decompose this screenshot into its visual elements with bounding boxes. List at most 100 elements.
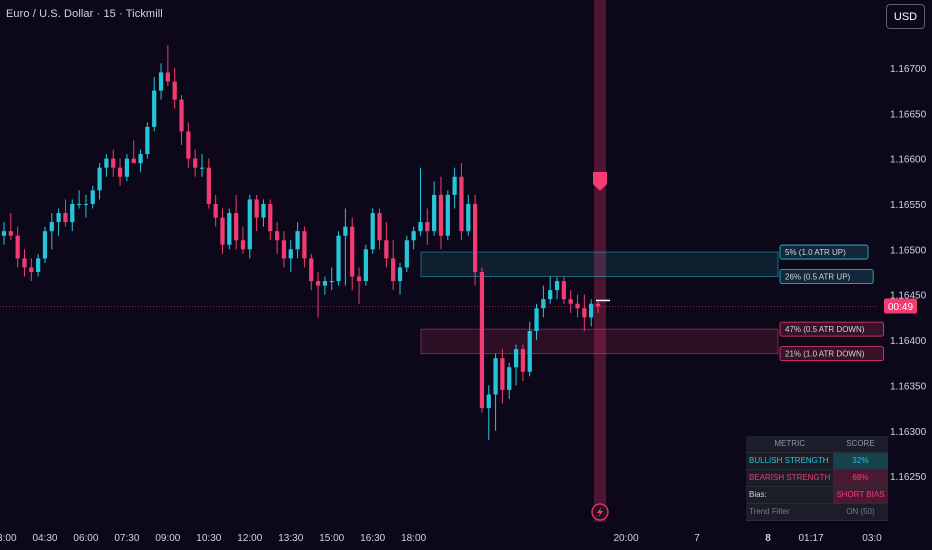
candle-body	[145, 126, 150, 155]
candle-body	[56, 213, 61, 223]
candle-body	[425, 222, 430, 232]
candle-body	[234, 213, 239, 241]
candle-body	[15, 235, 20, 259]
candle-body	[363, 249, 368, 282]
candle-body	[322, 281, 328, 286]
candle-body	[309, 258, 314, 282]
atr-label-box	[779, 346, 884, 362]
candle-body	[63, 213, 68, 223]
candle-body	[281, 240, 287, 259]
candle-body	[302, 231, 307, 259]
candle-body	[261, 203, 266, 218]
x-tick-label: 20:00	[613, 533, 638, 544]
candle-body	[377, 213, 382, 241]
candle-body	[459, 176, 464, 232]
y-tick-label: 1.16300	[890, 427, 927, 438]
candle-body	[500, 358, 505, 390]
candle-body	[104, 158, 109, 168]
candle-body	[131, 158, 136, 164]
candle-body	[1, 231, 7, 236]
candle-body	[582, 308, 587, 318]
candle-body	[138, 154, 143, 164]
x-tick-label: 7	[694, 533, 700, 544]
candle-body	[541, 299, 546, 309]
candle-body	[213, 203, 218, 218]
x-tick-label: 13:30	[278, 533, 303, 544]
x-tick-label: 18:00	[401, 533, 426, 544]
candle-body	[568, 299, 573, 304]
atr-label: 5% (1.0 ATR UP)	[785, 248, 846, 257]
candle-body	[186, 131, 191, 159]
x-tick-label: 03:0	[862, 533, 882, 544]
bearish-strength-value: 68%	[833, 469, 888, 487]
candle-body	[295, 231, 300, 250]
x-tick-label: 10:30	[196, 533, 221, 544]
bias-label: Bias:	[749, 490, 767, 499]
candle-body	[418, 222, 423, 232]
candle-body	[445, 194, 450, 236]
candle-body	[438, 194, 444, 236]
candle-body	[254, 199, 259, 218]
trend-filter-value: ON (50)	[846, 507, 875, 516]
candle-body	[595, 303, 601, 307]
candle-body	[397, 267, 403, 282]
atr-label-box	[779, 321, 884, 337]
candle-body	[199, 167, 205, 169]
candle-body	[124, 158, 130, 177]
candle-body	[432, 194, 437, 232]
candle-body	[152, 90, 157, 127]
candle-body	[527, 330, 532, 372]
candle-body	[268, 203, 273, 232]
candle-body	[575, 303, 580, 309]
metrics-table: METRIC SCORE BULLISH STRENGTH 32% BEARIS…	[746, 436, 888, 521]
atr-label-box	[779, 269, 874, 284]
candle-body	[172, 81, 177, 100]
candle-body	[70, 203, 75, 223]
candle-body	[411, 231, 416, 241]
metrics-row-filter: Trend Filter ON (50)	[746, 504, 888, 521]
candle-body	[507, 367, 512, 390]
x-tick-label: 07:30	[114, 533, 139, 544]
y-tick-label: 1.16500	[890, 245, 927, 256]
signal-column	[594, 0, 606, 522]
candle-body	[247, 199, 252, 250]
candle-body	[384, 240, 389, 259]
candle-body	[404, 240, 409, 268]
candle-body	[165, 72, 170, 82]
candle-body	[288, 249, 293, 259]
countdown-label: 00:49	[888, 302, 913, 313]
x-tick-label: 15:00	[319, 533, 344, 544]
y-tick-label: 1.16250	[890, 472, 927, 483]
candle-body	[472, 203, 478, 272]
chart-title: Euro / U.S. Dollar · 15 · Tickmill	[6, 8, 163, 20]
candle-body	[22, 258, 27, 268]
trend-filter-label: Trend Filter	[749, 507, 790, 516]
candle-body	[452, 176, 457, 195]
candle-body	[179, 99, 184, 132]
candle-body	[90, 190, 95, 204]
atr-label: 26% (0.5 ATR UP)	[785, 273, 851, 282]
candle-body	[370, 213, 375, 250]
candle-body	[561, 281, 566, 300]
y-tick-label: 1.16400	[890, 336, 927, 347]
candle-body	[220, 217, 225, 245]
candle-body	[193, 158, 198, 168]
lightning-bolt	[597, 507, 603, 517]
bullish-strength-label: BULLISH STRENGTH	[749, 456, 829, 465]
y-tick-label: 1.16550	[890, 200, 927, 211]
metrics-row-bullish: BULLISH STRENGTH 32%	[746, 452, 888, 470]
candle-body	[534, 308, 539, 331]
candle-body	[206, 167, 211, 204]
currency-button[interactable]: USD	[886, 4, 925, 29]
atr-label: 21% (1.0 ATR DOWN)	[785, 350, 865, 359]
metrics-header-score: SCORE	[833, 436, 888, 453]
candle-body	[240, 240, 246, 250]
candle-body	[274, 231, 280, 241]
candle-body	[520, 349, 526, 372]
candle-body	[117, 167, 123, 177]
candle-body	[97, 167, 102, 191]
metrics-row-bearish: BEARISH STRENGTH 68%	[746, 469, 888, 487]
candle-body	[8, 231, 13, 236]
candle-body	[49, 222, 54, 232]
